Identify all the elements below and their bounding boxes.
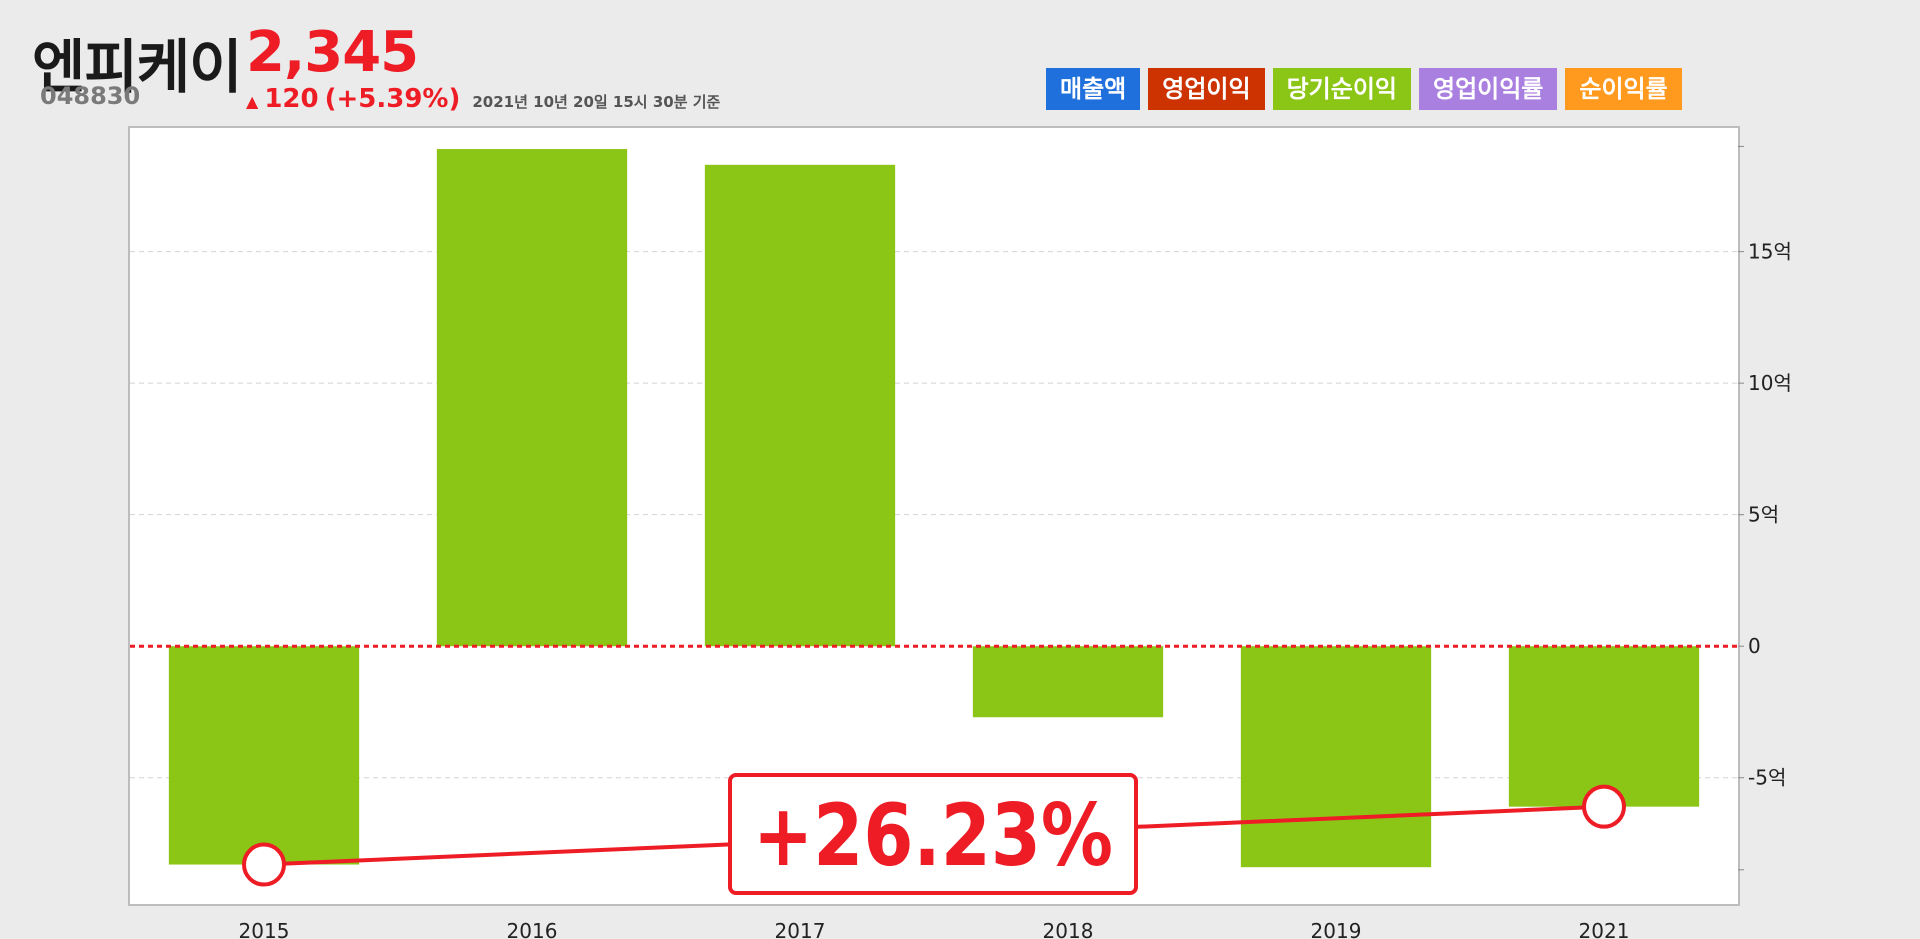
- bar-2017: [704, 164, 896, 647]
- x-tick-label: 2017: [775, 919, 826, 939]
- bar-2018: [972, 646, 1164, 718]
- bar-2015: [168, 646, 360, 865]
- legend-operating-profit-button[interactable]: 영업이익: [1148, 68, 1265, 110]
- y-tick-label: 0: [1748, 634, 1761, 658]
- change-percent: (+5.39%): [324, 84, 461, 114]
- bar-2019: [1240, 646, 1432, 868]
- change-callout-text: +26.23%: [753, 786, 1113, 886]
- legend-net-margin-button[interactable]: 순이익률: [1565, 68, 1682, 110]
- x-tick-label: 2018: [1043, 919, 1094, 939]
- x-tick-label: 2016: [507, 919, 558, 939]
- legend-revenue-button[interactable]: 매출액: [1046, 68, 1141, 110]
- change-amount: 120: [264, 84, 319, 114]
- x-tick-label: 2021: [1579, 919, 1630, 939]
- as-of-timestamp: 2021년 10년 20일 15시 30분 기준: [472, 93, 721, 111]
- stock-code: 048830: [40, 82, 141, 110]
- y-tick-label: 10억: [1748, 371, 1792, 395]
- legend-net-income-button[interactable]: 당기순이익: [1272, 68, 1411, 110]
- trend-start-marker: [242, 842, 286, 887]
- bar-2016: [436, 149, 628, 647]
- price-change: ▲ 120 (+5.39%) 2021년 10년 20일 15시 30분 기준: [246, 84, 720, 114]
- bar-2021: [1508, 646, 1700, 807]
- company-name: 엔피케이: [32, 33, 242, 101]
- legend-operating-margin-button[interactable]: 영업이익률: [1418, 68, 1558, 110]
- x-tick-label: 2015: [239, 919, 290, 939]
- y-tick-label: -5억: [1748, 766, 1786, 790]
- up-triangle-icon: ▲: [246, 92, 259, 111]
- change-callout-box: [728, 773, 1138, 895]
- y-tick-label: 15억: [1748, 240, 1792, 264]
- metric-legend: 매출액 영업이익 당기순이익 영업이익률 순이익률: [1046, 68, 1682, 110]
- stock-price: 2,345: [246, 20, 419, 85]
- trend-end-marker: [1582, 784, 1626, 829]
- x-tick-label: 2019: [1311, 919, 1362, 939]
- y-tick-label: 5억: [1748, 503, 1779, 527]
